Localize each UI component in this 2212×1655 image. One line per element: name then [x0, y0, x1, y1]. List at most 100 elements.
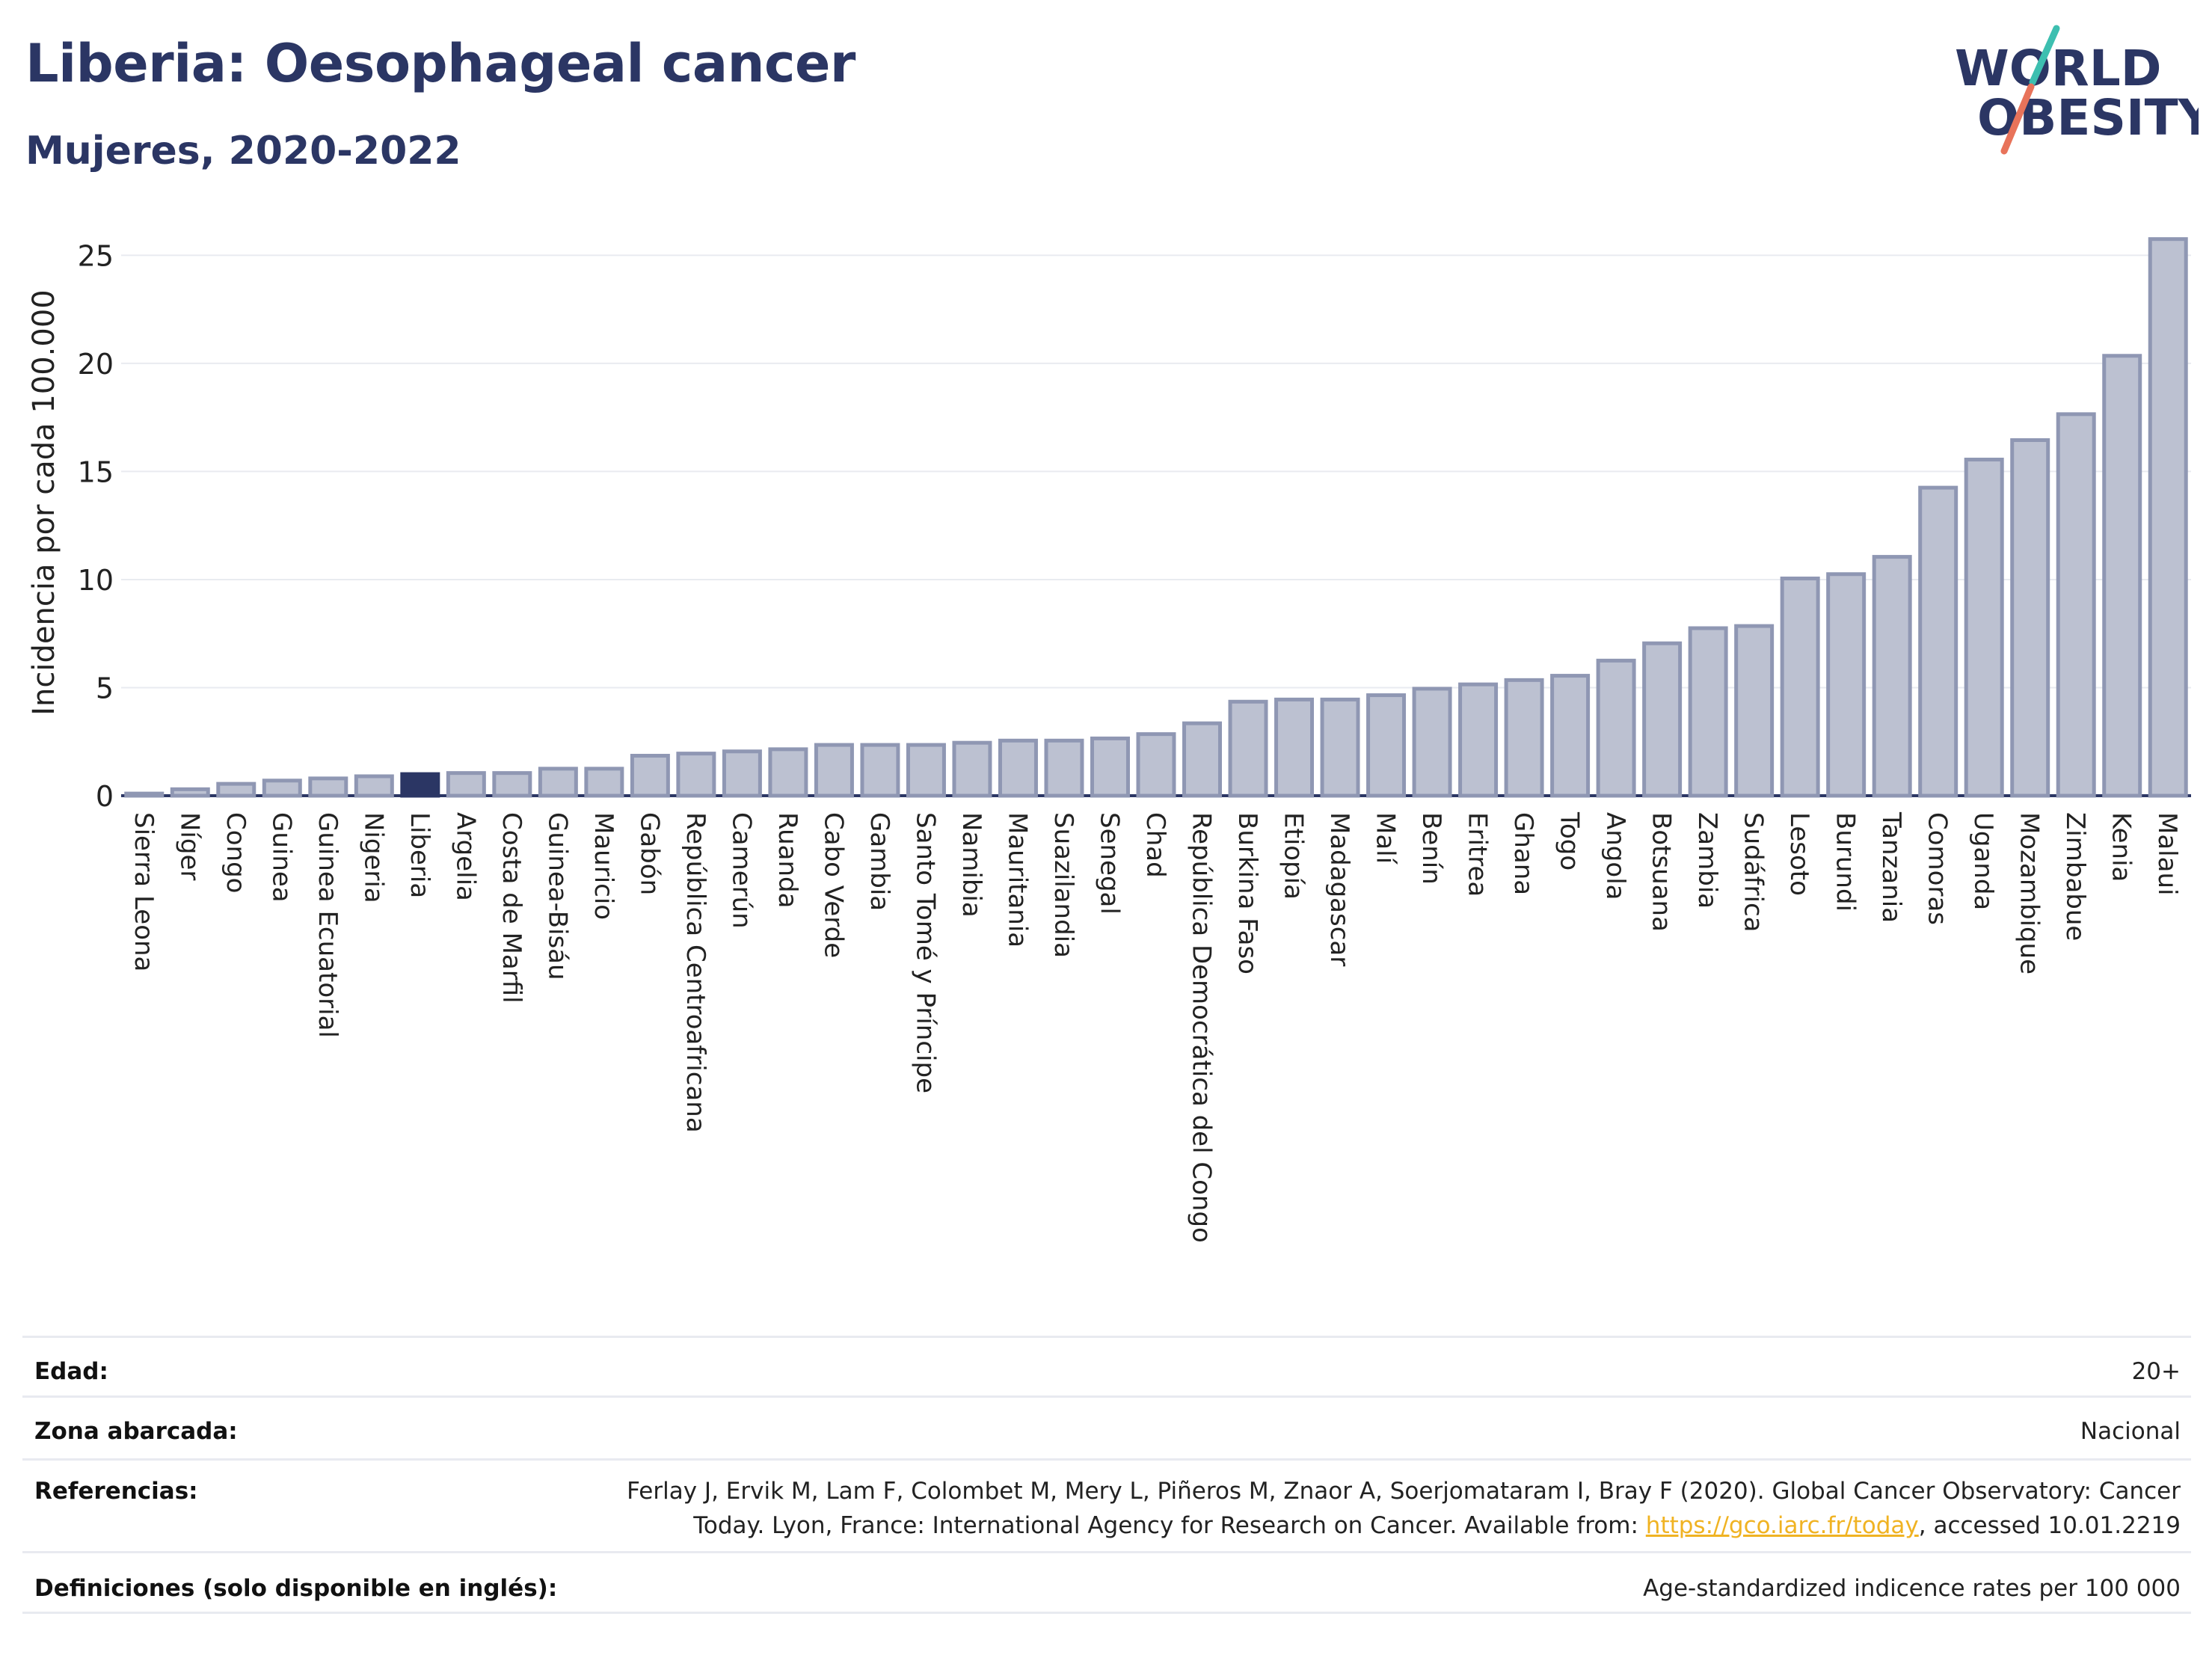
x-tick-label: Nigeria — [358, 812, 388, 903]
x-tick-label: Botsuana — [1647, 812, 1677, 932]
x-tick-label: Burkina Faso — [1232, 812, 1262, 974]
chart-subtitle: Mujeres, 2020-2022 — [25, 129, 461, 174]
y-tick-label: 25 — [78, 239, 114, 272]
bar-n-ger — [170, 787, 210, 798]
bar-congo — [216, 782, 256, 798]
bar-namibia — [952, 740, 992, 798]
x-tick-label: República Centroafricana — [681, 812, 710, 1133]
area-value: Nacional — [2080, 1418, 2181, 1445]
world-obesity-logo: WORLD OBESITY — [1955, 25, 2199, 155]
bar-santo-tom-y-pr-ncipe — [906, 743, 946, 798]
bar-rep-blica-centroafricana — [676, 752, 716, 798]
bar-guinea — [262, 779, 302, 798]
references-link[interactable]: https://gco.iarc.fr/today — [1645, 1512, 1919, 1539]
bars — [124, 237, 2188, 798]
bar-senegal — [1090, 736, 1130, 798]
x-tick-label: Senegal — [1094, 812, 1124, 915]
bar-burkina-faso — [1228, 699, 1268, 798]
y-tick-label: 20 — [78, 348, 114, 381]
bar-camer-n — [722, 749, 762, 798]
age-value: 20+ — [2131, 1358, 2181, 1385]
bar-tanzania — [1872, 555, 1912, 798]
x-tick-labels: Sierra Leona Níger Congo Guinea Guinea Ecuat… — [129, 811, 2182, 1243]
age-label: Edad: — [34, 1358, 108, 1385]
bar-liberia — [400, 772, 440, 798]
x-tick-label: Costa de Marfil — [497, 812, 526, 1004]
bar-eritrea — [1458, 682, 1499, 798]
x-tick-label: Mauritania — [1002, 812, 1032, 948]
x-tick-label: Gambia — [864, 812, 894, 911]
bar-argelia — [446, 771, 486, 798]
x-tick-label: Zambia — [1692, 812, 1722, 909]
x-tick-label: Suazilandia — [1048, 812, 1078, 958]
bar-nigeria — [354, 774, 394, 798]
bar-sud-frica — [1734, 624, 1775, 798]
x-tick-label: Tanzania — [1876, 811, 1906, 923]
bar-botsuana — [1642, 641, 1683, 798]
x-tick-label: Cabo Verde — [818, 812, 848, 958]
x-tick-label: Mozambique — [2015, 812, 2044, 974]
y-tick-label: 15 — [78, 455, 114, 488]
chart-title: Liberia: Oesophageal cancer — [25, 33, 855, 94]
bar-chart: 0 5 10 15 20 25 Sierra Leona Níger Congo Guinea G… — [27, 237, 2191, 1243]
area-label: Zona abarcada: — [34, 1418, 238, 1445]
bar-madagascar — [1320, 697, 1360, 798]
bar-chad — [1136, 732, 1176, 798]
logo-slash-bottom — [2000, 83, 2035, 155]
logo-word-world: WORLD — [1955, 40, 2162, 97]
x-tick-label: Eritrea — [1463, 812, 1493, 897]
footer-table: Edad: 20+ Zona abarcada: Nacional Refere… — [22, 1336, 2191, 1614]
bar-sierra-leona — [124, 791, 165, 798]
y-tick-label: 5 — [96, 672, 114, 704]
bar-guinea-bis-u — [538, 767, 578, 798]
references-value: Ferlay J, Ervik M, Lam F, Colombet M, Me… — [627, 1474, 2191, 1543]
y-tick-label: 10 — [78, 564, 114, 597]
definitions-value: Age-standardized indicence rates per 100… — [1643, 1575, 2181, 1602]
x-tick-label: República Democrática del Congo — [1187, 812, 1217, 1243]
x-tick-label: Gabón — [634, 812, 664, 895]
x-tick-label: Uganda — [1968, 812, 1998, 910]
bar-ruanda — [768, 747, 808, 798]
bar-cabo-verde — [814, 743, 854, 798]
bar-zimbabue — [2056, 412, 2096, 798]
x-tick-label: Benín — [1416, 812, 1446, 885]
bar-etiop-a — [1274, 697, 1315, 798]
x-tick-label: Ruanda — [772, 812, 802, 908]
y-tick-label: 0 — [96, 780, 114, 813]
x-tick-label: Namibia — [956, 812, 986, 918]
x-tick-label: Sudáfrica — [1739, 812, 1769, 932]
bar-comoras — [1918, 485, 1958, 798]
logo-slash-top — [2029, 25, 2060, 86]
x-tick-label: Camerún — [726, 812, 756, 929]
bar-mal- — [1366, 693, 1407, 798]
footer-row-age: Edad: 20+ — [22, 1336, 2191, 1395]
bar-mauricio — [584, 767, 624, 798]
x-tick-label: Mauricio — [589, 812, 618, 920]
bar-uganda — [1964, 458, 2004, 798]
x-tick-label: Burundi — [1831, 812, 1861, 912]
bar-lesoto — [1780, 576, 1820, 798]
bar-togo — [1550, 674, 1591, 798]
bar-guinea-ecuatorial — [308, 776, 348, 798]
x-tick-label: Comoras — [1923, 812, 1953, 925]
x-tick-label: Argelia — [450, 812, 480, 901]
x-tick-label: Zimbabue — [2060, 812, 2090, 941]
x-tick-label: Kenia — [2107, 812, 2136, 882]
x-tick-label: Guinea-Bisáu — [542, 812, 572, 980]
y-tick-labels: 0 5 10 15 20 25 — [78, 239, 114, 813]
x-tick-label: Guinea Ecuatorial — [313, 812, 342, 1038]
footer-row-area: Zona abarcada: Nacional — [22, 1395, 2191, 1458]
x-tick-label: Ghana — [1508, 812, 1538, 895]
x-tick-label: Sierra Leona — [129, 812, 159, 971]
x-tick-label: Santo Tomé y Príncipe — [910, 812, 940, 1093]
x-tick-label: Angola — [1600, 812, 1630, 900]
bar-gab-n — [630, 754, 670, 798]
footer-row-references: Referencias: Ferlay J, Ervik M, Lam F, C… — [22, 1458, 2191, 1551]
bar-suazilandia — [1044, 738, 1084, 798]
definitions-label: Definiciones (solo disponible en inglés)… — [34, 1575, 558, 1602]
references-line1: Ferlay J, Ervik M, Lam F, Colombet M, Me… — [627, 1478, 2181, 1505]
references-line2-post: , accessed 10.01.2219 — [1918, 1512, 2181, 1539]
bar-malaui — [2148, 237, 2188, 798]
footer-row-definitions: Definiciones (solo disponible en inglés)… — [22, 1551, 2191, 1614]
x-tick-label: Malí — [1371, 812, 1401, 865]
